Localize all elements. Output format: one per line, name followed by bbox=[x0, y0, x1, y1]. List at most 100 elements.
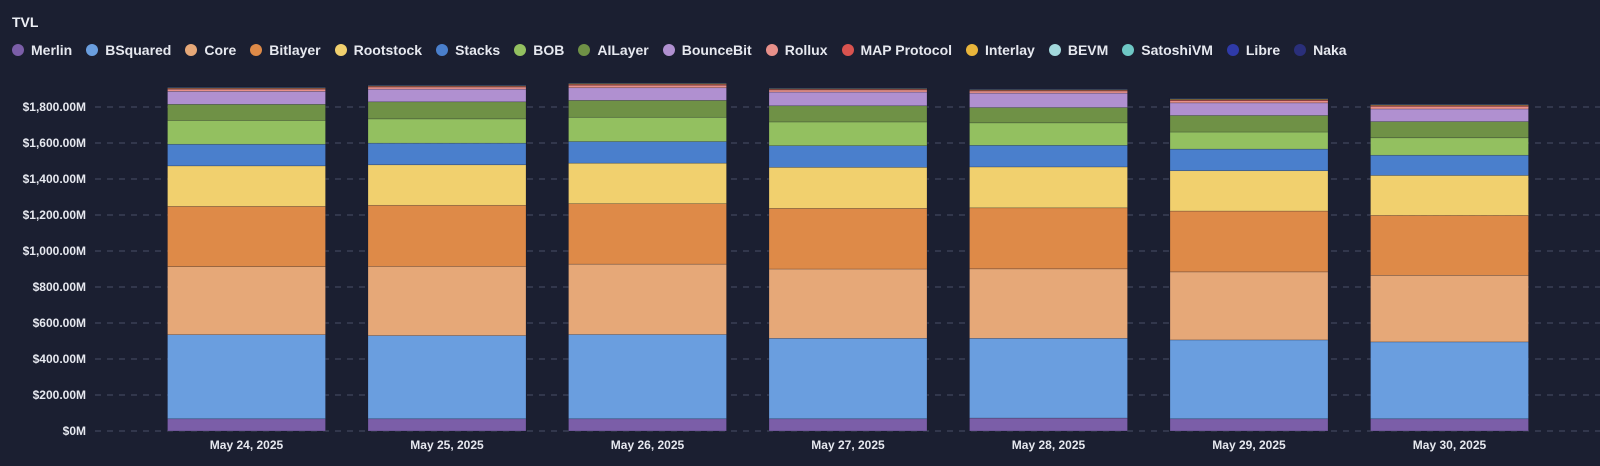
bar-stack-may-25-2025[interactable] bbox=[367, 84, 527, 432]
bar-stack-may-30-2025[interactable] bbox=[1370, 103, 1529, 432]
legend-swatch bbox=[966, 44, 979, 56]
bar-segment-core[interactable] bbox=[1169, 271, 1329, 341]
bar-segment-rollux[interactable] bbox=[1169, 100, 1329, 104]
bar-segment-core[interactable] bbox=[768, 268, 928, 339]
legend-item-bouncebit[interactable]: BounceBit bbox=[662, 42, 752, 58]
bar-segment-rollux[interactable] bbox=[1370, 106, 1529, 110]
bar-segment-bsquared[interactable] bbox=[969, 337, 1128, 419]
legend-item-merlin[interactable]: Merlin bbox=[12, 42, 72, 58]
bar-segment-merlin[interactable] bbox=[367, 418, 527, 432]
bar-segment-stacks[interactable] bbox=[167, 143, 326, 167]
bar-segment-bouncebit[interactable] bbox=[367, 88, 527, 103]
bar-segment-stacks[interactable] bbox=[568, 141, 727, 164]
bar-segment-bitlayer[interactable] bbox=[367, 204, 527, 267]
bar-segment-merlin[interactable] bbox=[167, 418, 326, 432]
bar-segment-bitlayer[interactable] bbox=[568, 203, 727, 265]
bar-segment-ailayer[interactable] bbox=[367, 101, 527, 120]
bar-stack-may-29-2025[interactable] bbox=[1169, 97, 1329, 432]
bar-segment-ailayer[interactable] bbox=[1370, 121, 1529, 139]
bar-segment-rootstock[interactable] bbox=[768, 167, 928, 209]
bar-segment-rootstock[interactable] bbox=[568, 162, 727, 204]
bar-segment-bouncebit[interactable] bbox=[167, 91, 326, 105]
bar-segment-bsquared[interactable] bbox=[1169, 339, 1329, 420]
bar-segment-bouncebit[interactable] bbox=[568, 87, 727, 101]
bar-segment-stacks[interactable] bbox=[1370, 154, 1529, 176]
bar-segment-merlin[interactable] bbox=[1370, 418, 1529, 432]
bar-segment-ailayer[interactable] bbox=[1169, 115, 1329, 133]
legend-label: Interlay bbox=[985, 42, 1035, 58]
bar-segment-bob[interactable] bbox=[969, 122, 1128, 146]
bar-segment-rollux[interactable] bbox=[568, 84, 727, 89]
legend-swatch bbox=[1294, 44, 1307, 56]
bar-segment-bob[interactable] bbox=[167, 120, 326, 145]
bar-segment-rollux[interactable] bbox=[969, 90, 1128, 94]
legend-label: Core bbox=[204, 42, 237, 58]
bar-segment-ailayer[interactable] bbox=[969, 107, 1128, 124]
bar-segment-core[interactable] bbox=[167, 266, 326, 336]
bar-segment-rootstock[interactable] bbox=[167, 165, 326, 207]
bar-segment-merlin[interactable] bbox=[969, 417, 1128, 432]
bar-segment-bouncebit[interactable] bbox=[1370, 108, 1529, 122]
bar-segment-bitlayer[interactable] bbox=[1370, 215, 1529, 276]
bar-segment-core[interactable] bbox=[367, 266, 527, 336]
bar-segment-rollux[interactable] bbox=[768, 89, 928, 93]
legend-item-stacks[interactable]: Stacks bbox=[436, 42, 500, 58]
legend-item-bob[interactable]: BOB bbox=[514, 42, 564, 58]
bar-segment-merlin[interactable] bbox=[1169, 418, 1329, 432]
bar-segment-ailayer[interactable] bbox=[768, 105, 928, 123]
legend-swatch bbox=[1122, 44, 1135, 56]
legend-item-satoshivm[interactable]: SatoshiVM bbox=[1122, 42, 1213, 58]
bar-segment-bsquared[interactable] bbox=[167, 334, 326, 420]
bar-segment-bitlayer[interactable] bbox=[167, 206, 326, 267]
bar-segment-bitlayer[interactable] bbox=[768, 208, 928, 270]
bar-segment-bitlayer[interactable] bbox=[969, 207, 1128, 270]
bar-segment-rollux[interactable] bbox=[367, 86, 527, 90]
bar-segment-stacks[interactable] bbox=[367, 142, 527, 166]
legend-item-ailayer[interactable]: AILayer bbox=[578, 42, 649, 58]
bar-segment-bouncebit[interactable] bbox=[768, 91, 928, 107]
bar-segment-core[interactable] bbox=[1370, 274, 1529, 343]
legend-item-map-protocol[interactable]: MAP Protocol bbox=[841, 42, 952, 58]
legend-item-rootstock[interactable]: Rootstock bbox=[334, 42, 422, 58]
bar-segment-bsquared[interactable] bbox=[568, 334, 727, 420]
bar-segment-merlin[interactable] bbox=[568, 418, 727, 432]
legend-swatch bbox=[1226, 44, 1239, 56]
bar-segment-merlin[interactable] bbox=[768, 418, 928, 432]
bar-segment-rootstock[interactable] bbox=[367, 164, 527, 206]
bar-segment-ailayer[interactable] bbox=[568, 100, 727, 118]
bar-segment-rollux[interactable] bbox=[167, 88, 326, 92]
bar-segment-bob[interactable] bbox=[367, 118, 527, 144]
legend-item-rollux[interactable]: Rollux bbox=[765, 42, 828, 58]
bar-segment-bouncebit[interactable] bbox=[1169, 102, 1329, 116]
bar-segment-bob[interactable] bbox=[568, 116, 727, 142]
bar-segment-ailayer[interactable] bbox=[167, 104, 326, 121]
bar-segment-bsquared[interactable] bbox=[1370, 341, 1529, 420]
legend-item-bevm[interactable]: BEVM bbox=[1048, 42, 1108, 58]
bar-segment-bob[interactable] bbox=[1169, 131, 1329, 150]
legend-item-core[interactable]: Core bbox=[185, 42, 236, 58]
bar-segment-rootstock[interactable] bbox=[1370, 175, 1529, 216]
bar-segment-bob[interactable] bbox=[768, 121, 928, 147]
legend-label: SatoshiVM bbox=[1141, 42, 1213, 58]
bar-stack-may-24-2025[interactable] bbox=[167, 86, 326, 432]
bar-segment-bsquared[interactable] bbox=[367, 335, 527, 420]
legend-item-interlay[interactable]: Interlay bbox=[966, 42, 1035, 58]
bar-stack-may-26-2025[interactable] bbox=[568, 82, 727, 432]
bar-segment-core[interactable] bbox=[969, 268, 1128, 339]
legend-item-bitlayer[interactable]: Bitlayer bbox=[250, 42, 321, 58]
legend-item-bsquared[interactable]: BSquared bbox=[86, 42, 171, 58]
bar-segment-stacks[interactable] bbox=[969, 145, 1128, 168]
legend-item-libre[interactable]: Libre bbox=[1226, 42, 1280, 58]
bar-segment-bsquared[interactable] bbox=[768, 337, 928, 420]
bar-segment-stacks[interactable] bbox=[1169, 148, 1329, 172]
bar-segment-bob[interactable] bbox=[1370, 137, 1529, 156]
bar-segment-stacks[interactable] bbox=[768, 145, 928, 168]
bar-segment-core[interactable] bbox=[568, 263, 727, 335]
bar-stack-may-27-2025[interactable] bbox=[768, 87, 928, 432]
bar-segment-bitlayer[interactable] bbox=[1169, 210, 1329, 273]
legend-item-naka[interactable]: Naka bbox=[1294, 42, 1347, 58]
bar-segment-rootstock[interactable] bbox=[1169, 170, 1329, 212]
bar-segment-bouncebit[interactable] bbox=[969, 92, 1128, 108]
bar-segment-rootstock[interactable] bbox=[969, 166, 1128, 209]
bar-stack-may-28-2025[interactable] bbox=[969, 88, 1128, 432]
